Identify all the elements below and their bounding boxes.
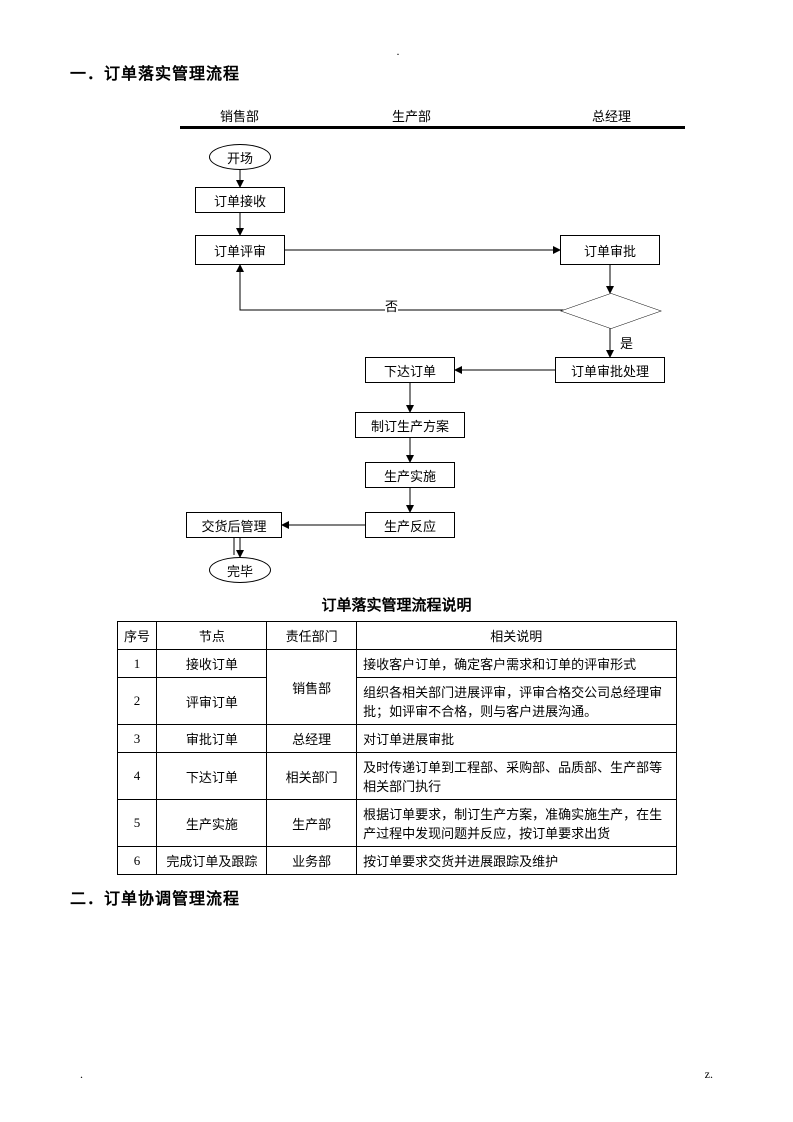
section2-title: 二．订单协调管理流程: [70, 885, 723, 909]
cell-desc: 组织各相关部门进展评审，评审合格交公司总经理审批；如评审不合格，则与客户进展沟通…: [357, 678, 676, 725]
cell-dept: 相关部门: [267, 753, 357, 800]
table-row: 2 评审订单 组织各相关部门进展评审，评审合格交公司总经理审批；如评审不合格，则…: [117, 678, 676, 725]
cell-dept: 业务部: [267, 847, 357, 875]
table-header-row: 序号 节点 责任部门 相关说明: [117, 622, 676, 650]
footer-left-dot: .: [80, 1067, 83, 1082]
th-node: 节点: [157, 622, 267, 650]
node-approve: 订单审批: [560, 235, 660, 265]
cell-node: 评审订单: [157, 678, 267, 725]
cell-desc: 及时传递订单到工程部、采购部、品质部、生产部等相关部门执行: [357, 753, 676, 800]
node-review: 订单评审: [195, 235, 285, 265]
node-post: 交货后管理: [186, 512, 282, 538]
th-no: 序号: [117, 622, 157, 650]
cell-no: 5: [117, 800, 157, 847]
node-start: 开场: [209, 144, 271, 170]
th-dept: 责任部门: [267, 622, 357, 650]
desc-table: 序号 节点 责任部门 相关说明 1 接收订单 销售部 接收客户订单，确定客户需求…: [117, 621, 677, 875]
cell-dept: 生产部: [267, 800, 357, 847]
decision-no-label: 否: [385, 296, 398, 315]
cell-no: 1: [117, 650, 157, 678]
cell-no: 3: [117, 725, 157, 753]
cell-desc: 按订单要求交货并进展跟踪及维护: [357, 847, 676, 875]
header-dot: .: [397, 44, 400, 59]
col-head-1: 销售部: [220, 106, 259, 125]
node-end: 完毕: [209, 557, 271, 583]
flowchart: 销售部 生产部 总经理: [130, 90, 690, 590]
cell-no: 6: [117, 847, 157, 875]
cell-no: 4: [117, 753, 157, 800]
table-title: 订单落实管理流程说明: [70, 594, 723, 615]
node-approve-handle: 订单审批处理: [555, 357, 665, 383]
node-impl: 生产实施: [365, 462, 455, 488]
cell-node: 下达订单: [157, 753, 267, 800]
cell-node: 接收订单: [157, 650, 267, 678]
decision-yes-label: 是: [620, 333, 633, 352]
cell-no: 2: [117, 678, 157, 725]
node-decision: [575, 298, 647, 323]
table-row: 3 审批订单 总经理 对订单进展审批: [117, 725, 676, 753]
table-row: 1 接收订单 销售部 接收客户订单，确定客户需求和订单的评审形式: [117, 650, 676, 678]
node-plan: 制订生产方案: [355, 412, 465, 438]
table-row: 6 完成订单及跟踪 业务部 按订单要求交货并进展跟踪及维护: [117, 847, 676, 875]
cell-dept: 总经理: [267, 725, 357, 753]
cell-node: 完成订单及跟踪: [157, 847, 267, 875]
cell-node: 生产实施: [157, 800, 267, 847]
table-row: 4 下达订单 相关部门 及时传递订单到工程部、采购部、品质部、生产部等相关部门执…: [117, 753, 676, 800]
table-row: 5 生产实施 生产部 根据订单要求，制订生产方案，准确实施生产，在生产过程中发现…: [117, 800, 676, 847]
node-feedback: 生产反应: [365, 512, 455, 538]
th-desc: 相关说明: [357, 622, 676, 650]
cell-dept-merged: 销售部: [267, 650, 357, 725]
cell-desc: 根据订单要求，制订生产方案，准确实施生产，在生产过程中发现问题并反应，按订单要求…: [357, 800, 676, 847]
header-line-bot: [180, 128, 685, 129]
cell-node: 审批订单: [157, 725, 267, 753]
cell-desc: 对订单进展审批: [357, 725, 676, 753]
section1-title: 一．订单落实管理流程: [70, 60, 723, 84]
col-head-3: 总经理: [592, 106, 631, 125]
col-head-2: 生产部: [392, 106, 431, 125]
node-issue: 下达订单: [365, 357, 455, 383]
node-receive: 订单接收: [195, 187, 285, 213]
cell-desc: 接收客户订单，确定客户需求和订单的评审形式: [357, 650, 676, 678]
footer-right: z.: [705, 1067, 713, 1082]
